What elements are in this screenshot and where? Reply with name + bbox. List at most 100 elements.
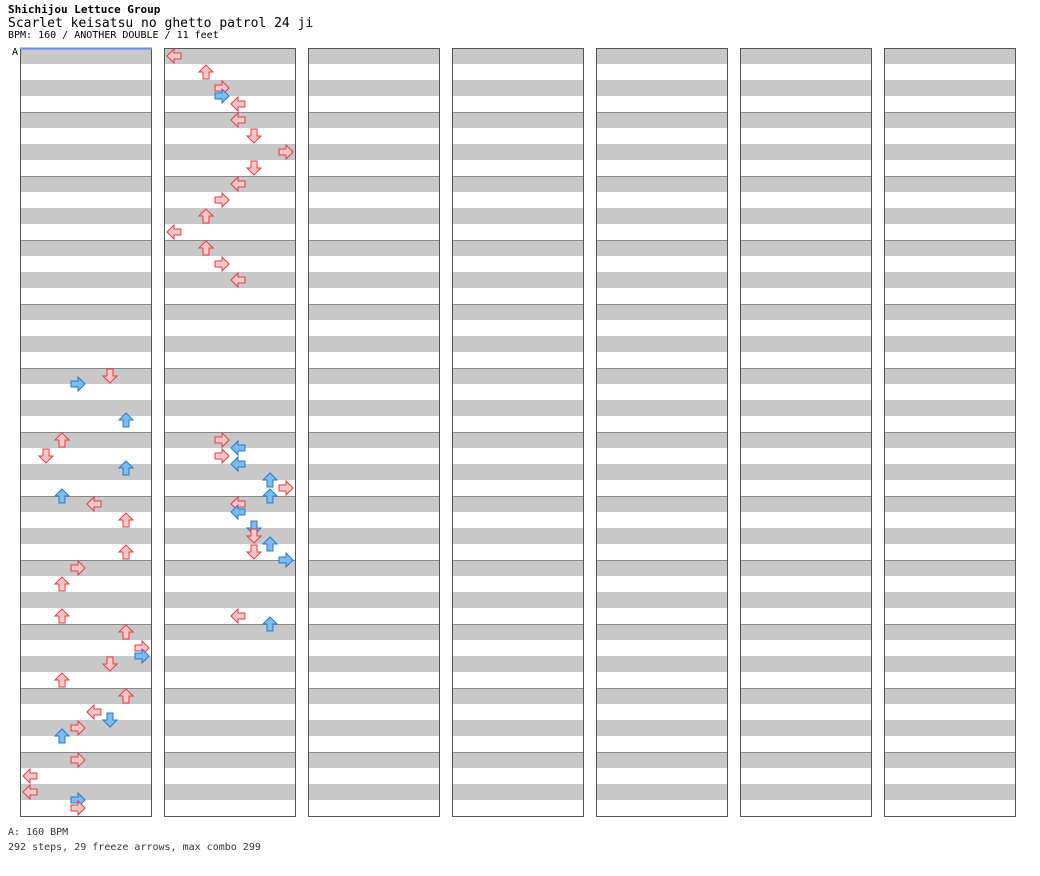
beat-stripe — [740, 480, 872, 496]
beat-stripe — [308, 368, 440, 384]
step-arrow-u2 — [117, 688, 135, 704]
beat-stripe — [596, 624, 728, 640]
beat-stripe — [308, 640, 440, 656]
beat-stripe — [884, 640, 1016, 656]
beat-stripe — [884, 112, 1016, 128]
beat-stripe — [740, 240, 872, 256]
beat-stripe — [164, 208, 296, 224]
beat-stripe — [308, 128, 440, 144]
step-arrow-u2 — [261, 616, 279, 632]
beat-stripe — [884, 400, 1016, 416]
beat-stripe — [884, 416, 1016, 432]
beat-stripe — [164, 768, 296, 784]
step-arrow-l2 — [230, 455, 246, 473]
step-arrow-d2 — [101, 712, 119, 728]
beat-stripe — [884, 288, 1016, 304]
beat-stripe — [308, 336, 440, 352]
step-arrow-u2 — [117, 412, 135, 428]
beat-stripe — [596, 736, 728, 752]
beat-stripe — [308, 48, 440, 64]
beat-stripe — [452, 256, 584, 272]
beat-stripe — [740, 416, 872, 432]
beat-stripe — [884, 240, 1016, 256]
beat-stripe — [20, 240, 152, 256]
step-arrow-r1 — [214, 87, 230, 105]
beat-stripe — [596, 768, 728, 784]
beat-stripe — [884, 736, 1016, 752]
chart-header: Shichijou Lettuce Group Scarlet keisatsu… — [8, 4, 313, 41]
beat-stripe — [884, 480, 1016, 496]
beat-stripe — [164, 240, 296, 256]
beat-stripe — [740, 576, 872, 592]
beat-stripe — [308, 688, 440, 704]
beat-stripe — [308, 288, 440, 304]
beat-stripe — [308, 592, 440, 608]
beat-stripe — [308, 576, 440, 592]
beat-stripe — [308, 384, 440, 400]
beat-stripe — [740, 384, 872, 400]
beat-stripe — [884, 368, 1016, 384]
beat-stripe — [596, 208, 728, 224]
beat-stripe — [884, 544, 1016, 560]
beat-stripe — [20, 304, 152, 320]
beat-stripe — [164, 144, 296, 160]
step-stats: 292 steps, 29 freeze arrows, max combo 2… — [8, 842, 261, 853]
beat-stripe — [452, 768, 584, 784]
step-arrow-u1 — [53, 488, 71, 504]
beat-stripe — [884, 176, 1016, 192]
beat-stripe — [308, 464, 440, 480]
beat-stripe — [740, 688, 872, 704]
beat-stripe — [164, 448, 296, 464]
beat-stripe — [308, 208, 440, 224]
step-arrow-u1 — [197, 64, 215, 80]
beat-stripe — [20, 512, 152, 528]
step-arrow-u2 — [117, 544, 135, 560]
beat-stripe — [740, 96, 872, 112]
beat-stripe — [20, 688, 152, 704]
beat-stripe — [20, 752, 152, 768]
beat-stripe — [740, 224, 872, 240]
beat-stripe — [740, 720, 872, 736]
beat-stripe — [308, 496, 440, 512]
beat-stripe — [20, 448, 152, 464]
beat-stripe — [164, 160, 296, 176]
beat-stripe — [740, 80, 872, 96]
beat-stripe — [596, 496, 728, 512]
beat-stripe — [884, 208, 1016, 224]
beat-stripe — [452, 48, 584, 64]
beat-stripe — [596, 272, 728, 288]
beat-stripe — [20, 656, 152, 672]
beat-stripe — [308, 400, 440, 416]
beat-stripe — [452, 576, 584, 592]
beat-stripe — [452, 304, 584, 320]
beat-stripe — [308, 192, 440, 208]
beat-stripe — [452, 496, 584, 512]
beat-stripe — [308, 240, 440, 256]
beat-stripe — [164, 288, 296, 304]
beat-stripe — [20, 736, 152, 752]
beat-stripe — [164, 224, 296, 240]
beat-stripe — [164, 720, 296, 736]
beat-stripe — [308, 672, 440, 688]
beat-stripe — [164, 176, 296, 192]
step-arrow-r2 — [278, 551, 294, 569]
beat-stripe — [596, 288, 728, 304]
beat-stripe — [596, 512, 728, 528]
beat-stripe — [164, 272, 296, 288]
beat-stripe — [740, 368, 872, 384]
beat-stripe — [596, 640, 728, 656]
beat-stripe — [596, 176, 728, 192]
beat-stripe — [452, 192, 584, 208]
step-arrow-l1 — [166, 47, 182, 65]
beat-stripe — [596, 112, 728, 128]
beat-stripe — [20, 112, 152, 128]
beat-stripe — [20, 352, 152, 368]
beat-stripe — [596, 448, 728, 464]
beat-stripe — [740, 496, 872, 512]
beat-stripe — [740, 448, 872, 464]
beat-stripe — [740, 464, 872, 480]
step-arrow-l2 — [230, 503, 246, 521]
beat-stripe — [164, 736, 296, 752]
step-arrow-r2 — [278, 479, 294, 497]
beat-stripe — [596, 720, 728, 736]
